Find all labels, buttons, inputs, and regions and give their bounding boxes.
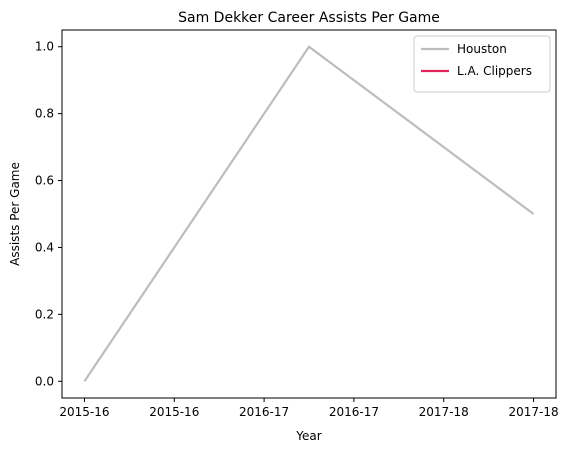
x-axis-label: Year xyxy=(295,429,321,443)
y-tick-label: 0.2 xyxy=(35,307,54,321)
x-axis-ticks: 2015-16 2015-16 2016-17 2016-17 2017-18 2017-… xyxy=(59,398,559,419)
x-tick-label: 2016-17 xyxy=(329,405,379,419)
plot-area-frame xyxy=(61,29,557,399)
y-axis-label: Assists Per Game xyxy=(8,162,22,266)
x-tick-label: 2017-18 xyxy=(419,405,469,419)
y-tick-label: 0.4 xyxy=(35,240,54,254)
y-tick-label: 0.6 xyxy=(35,174,54,188)
chart-title: Sam Dekker Career Assists Per Game xyxy=(178,10,440,26)
y-tick-label: 0.8 xyxy=(35,107,54,121)
x-tick-label: 2017-18 xyxy=(508,405,558,419)
legend-entry-label: L.A. Clippers xyxy=(457,64,532,78)
x-tick-label: 2015-16 xyxy=(149,405,199,419)
series-layer xyxy=(83,45,535,382)
x-tick-label: 2015-16 xyxy=(59,405,109,419)
series-line-houston xyxy=(83,45,535,382)
y-tick-label: 0.0 xyxy=(35,374,54,388)
legend-entry-label: Houston xyxy=(457,42,507,56)
legend: Houston L.A. Clippers xyxy=(413,35,551,93)
y-tick-label: 1.0 xyxy=(35,40,54,54)
y-axis-ticks: 0.0 0.2 0.4 0.6 0.8 1.0 xyxy=(35,40,62,388)
x-tick-label: 2016-17 xyxy=(239,405,289,419)
